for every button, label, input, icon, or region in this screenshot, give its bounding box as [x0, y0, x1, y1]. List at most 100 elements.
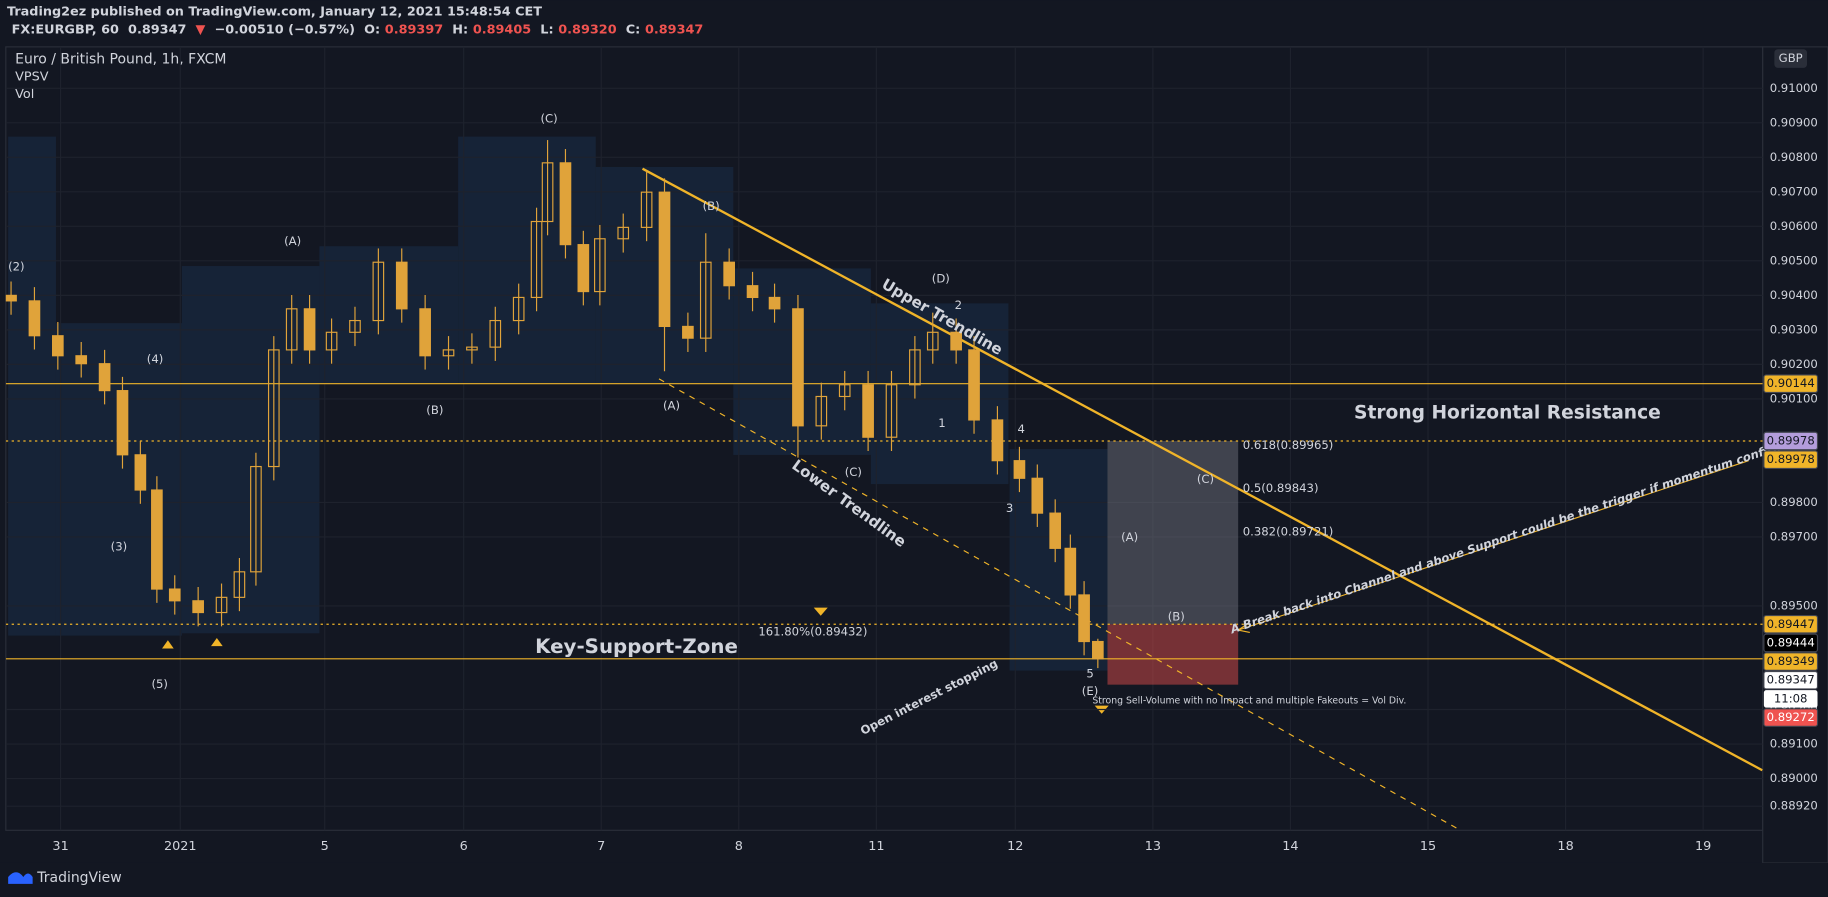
candle-body — [862, 384, 874, 438]
candle-body — [699, 261, 712, 339]
profile-box — [319, 246, 459, 384]
x-tick-label: 12 — [1007, 839, 1023, 854]
candle-body — [723, 261, 735, 287]
candle-body — [1049, 512, 1062, 549]
candle-body — [116, 390, 129, 456]
wave-label: (3) — [111, 540, 128, 554]
price-label: 0.89349 — [1767, 654, 1815, 668]
ohlc-key: L: — [540, 22, 553, 37]
price-label: 0.90144 — [1767, 376, 1815, 390]
marker — [813, 607, 828, 616]
candle-body — [466, 346, 478, 351]
plot-area — [5, 46, 1764, 831]
y-tick-label: 0.89700 — [1770, 529, 1818, 543]
candle-body — [395, 261, 408, 310]
candle-body — [233, 571, 246, 598]
y-tick-label: 0.90700 — [1770, 184, 1818, 198]
x-tick-label: 19 — [1695, 839, 1711, 854]
price-label-box — [1763, 374, 1819, 394]
x-tick-label: 7 — [597, 839, 605, 854]
candle-body — [617, 226, 630, 240]
candle-body — [215, 596, 228, 614]
candle-body — [682, 325, 694, 339]
y-tick-label: 0.90500 — [1770, 253, 1818, 267]
price-label-box — [1763, 708, 1819, 727]
price-label: 0.89272 — [1767, 710, 1815, 724]
candle-body — [792, 308, 804, 427]
price-label: 0.89447 — [1767, 617, 1815, 631]
ohlc-value: 0.89320 — [558, 22, 616, 37]
y-tick-label: 0.90800 — [1770, 150, 1818, 164]
candle-body — [1064, 547, 1077, 596]
annotation: Strong Horizontal Resistance — [1354, 402, 1661, 423]
wave-label: (5) — [151, 677, 167, 691]
candle-body — [98, 363, 111, 392]
wave-label: 4 — [1018, 422, 1025, 436]
ohlc-value: 0.89347 — [645, 22, 703, 37]
y-tick-label: 0.90600 — [1770, 219, 1818, 233]
wave-label: (C) — [1197, 472, 1214, 486]
x-tick-label: 13 — [1145, 839, 1161, 854]
price-label: 0.89444 — [1767, 635, 1815, 649]
candle-body — [325, 331, 338, 351]
wave-label: (D) — [932, 271, 950, 285]
brand-logo — [8, 872, 33, 884]
marker — [211, 637, 223, 647]
candle-body — [267, 349, 280, 468]
price-label-box — [1763, 670, 1819, 690]
candle-body — [1092, 640, 1104, 660]
candle-body — [489, 319, 502, 348]
candle-body — [372, 261, 385, 322]
wave-label: (C) — [845, 465, 862, 479]
y-tick-label: 0.90200 — [1770, 357, 1818, 371]
candle-body — [577, 244, 590, 293]
chart-title: Euro / British Pound, 1h, FXCM — [15, 52, 226, 68]
x-tick-label: 2021 — [164, 839, 197, 854]
fib-label: 0.618(0.89965) — [1243, 438, 1334, 452]
fib-label: 161.80%(0.89432) — [758, 625, 867, 639]
y-tick-label: 0.90300 — [1770, 322, 1818, 336]
y-tick-label: 0.91000 — [1770, 81, 1818, 95]
volume-profile-boxes — [8, 136, 1108, 671]
ohlc-key: H: — [452, 22, 468, 37]
candle-body — [815, 395, 828, 427]
wave-label: 5 — [1086, 667, 1093, 681]
profile-box — [870, 303, 1009, 485]
price-label: 0.89978 — [1767, 434, 1815, 448]
currency: GBP — [1779, 51, 1803, 65]
price-label-box — [1763, 633, 1819, 653]
y-tick-label: 0.89800 — [1770, 495, 1818, 509]
candle-body — [640, 191, 653, 228]
annotation: Key-Support-Zone — [535, 635, 738, 658]
wave-label: (B) — [703, 199, 720, 213]
y-tick-label: 0.88920 — [1770, 799, 1818, 813]
brand: TradingView — [36, 870, 121, 886]
currency-badge[interactable] — [1774, 49, 1808, 68]
candle-body — [530, 220, 543, 299]
position-target — [1107, 441, 1239, 625]
ohlc-key: O: — [364, 22, 380, 37]
candle-body — [594, 238, 606, 293]
fib-label: 0.5(0.89843) — [1243, 481, 1319, 495]
indicator: Vol — [15, 87, 34, 102]
candle-body — [192, 600, 204, 614]
y-tick-label: 0.90900 — [1770, 115, 1818, 129]
wave-label: (A) — [663, 398, 680, 412]
marker — [162, 640, 174, 649]
arrow-head — [1236, 622, 1250, 634]
x-tick-label: 5 — [321, 839, 329, 854]
candle-body — [838, 384, 851, 398]
candle-body — [991, 419, 1004, 462]
footer — [0, 862, 1828, 897]
trendline — [658, 378, 1462, 831]
candle-body — [768, 296, 781, 310]
x-tick-label: 14 — [1282, 839, 1298, 854]
wave-label: 2 — [955, 298, 962, 312]
candle-body — [512, 296, 525, 322]
candle-body — [541, 162, 554, 223]
wave-label: 3 — [1006, 501, 1013, 515]
ohlc-value: 0.89397 — [385, 22, 443, 37]
price-label-box — [1763, 614, 1819, 634]
candle-body — [419, 308, 431, 357]
